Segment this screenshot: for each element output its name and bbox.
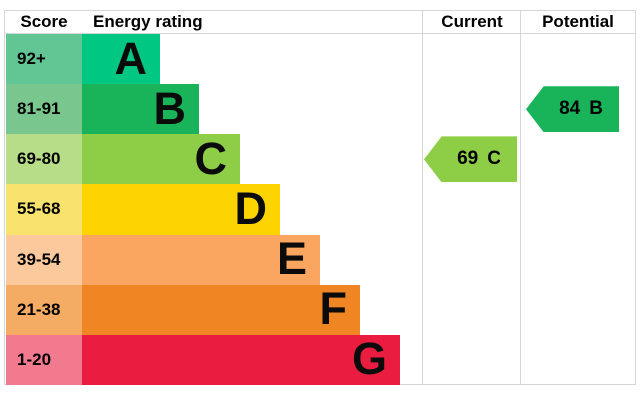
band-rows: 92+ A 81-91 B 69-80 C 55-68 D 39-54 E 21-38 F 1-20 G	[6, 34, 634, 385]
potential-rating-band: B	[589, 98, 603, 120]
score-range-c: 69-80	[6, 134, 82, 185]
current-column-divider	[422, 11, 423, 384]
score-range-d: 55-68	[6, 184, 82, 235]
band-row-c: 69-80 C	[6, 132, 634, 185]
band-row-a: 92+ A	[6, 32, 634, 85]
band-letter-b: B	[153, 82, 187, 134]
chart-header-row: Score Energy rating Current Potential	[5, 11, 635, 34]
score-column-header: Score	[20, 12, 68, 31]
current-rating-arrow: 69 C	[424, 136, 517, 183]
current-rating-band: C	[487, 148, 501, 170]
band-letter-g: G	[351, 333, 387, 385]
potential-rating-value: 84	[559, 98, 581, 120]
band-letter-f: F	[319, 283, 348, 335]
score-range-g: 1-20	[6, 334, 82, 385]
current-column-header: Current	[441, 12, 503, 31]
band-row-b: 81-91 B	[6, 82, 634, 135]
score-range-f: 21-38	[6, 284, 82, 335]
band-row-e: 39-54 E	[6, 233, 634, 285]
potential-rating-arrow: 84 B	[526, 86, 619, 133]
current-rating-value: 69	[457, 148, 479, 170]
energy-band-bar-d: D	[82, 182, 280, 235]
band-row-d: 55-68 D	[6, 182, 634, 235]
band-row-f: 21-38 F	[6, 283, 634, 335]
band-letter-d: D	[234, 182, 268, 234]
energy-band-bar-e: E	[82, 233, 320, 285]
band-letter-a: A	[114, 32, 148, 84]
energy-band-bar-g: G	[82, 333, 400, 385]
potential-column-divider	[520, 11, 521, 384]
potential-column-header: Potential	[542, 12, 614, 31]
energy-band-bar-f: F	[82, 283, 360, 335]
energy-band-bar-a: A	[82, 32, 160, 85]
epc-energy-rating-chart: Score Energy rating Current Potential 92…	[4, 10, 636, 385]
score-range-b: 81-91	[6, 84, 82, 135]
energy-band-bar-b: B	[82, 82, 199, 135]
score-range-e: 39-54	[6, 234, 82, 285]
score-range-a: 92+	[6, 34, 82, 85]
band-letter-c: C	[194, 132, 228, 184]
energy-band-bar-c: C	[82, 132, 240, 185]
band-letter-e: E	[276, 233, 307, 285]
energy-rating-column-header: Energy rating	[93, 12, 203, 31]
band-row-g: 1-20 G	[6, 333, 634, 385]
